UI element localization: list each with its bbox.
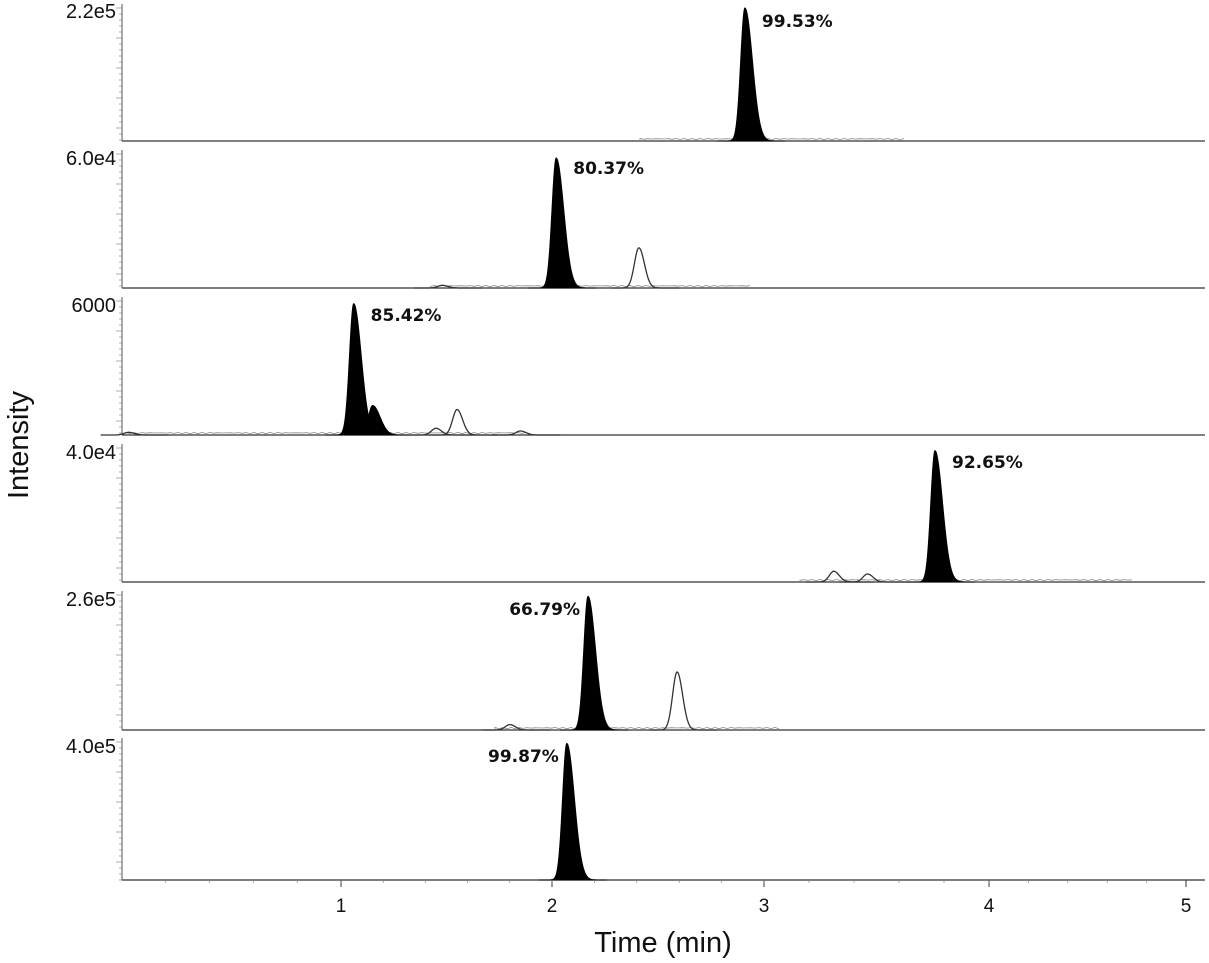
main-peak (528, 157, 597, 289)
y-max-label: 2.6e5 (66, 589, 116, 611)
panel-1: 2.2e5 99.53% (66, 1, 1205, 142)
impurity-peak (407, 427, 476, 436)
baseline-noise (494, 726, 780, 730)
y-max-label: 6.0e4 (66, 148, 116, 170)
baseline-noise (429, 284, 751, 288)
impurity-peak (805, 570, 874, 583)
x-tick-label: 5 (1181, 896, 1192, 917)
impurity-peak (100, 431, 169, 436)
impurity-peak (429, 408, 498, 436)
purity-annotation: 99.53% (762, 12, 833, 32)
x-tick-label: 3 (759, 896, 770, 917)
panel-5: 2.6e5 66.79% (66, 589, 1205, 731)
y-axis-title: Intensity (3, 391, 35, 499)
panel-6: 4.0e5 99.87% (66, 736, 1205, 881)
panel-3: 6000 85.42% (72, 295, 1205, 436)
chart-panels: 2.2e5 99.53% 6.0e4 80.37% 6000 85.42% 4.0e4 92.… (66, 1, 1205, 881)
purity-annotation: 85.42% (371, 306, 442, 326)
purity-annotation: 66.79% (509, 600, 580, 620)
baseline-noise (121, 431, 531, 435)
impurity-peak (492, 430, 561, 436)
impurity-peak (414, 284, 483, 289)
main-peak (344, 404, 413, 436)
baseline-noise (639, 137, 905, 141)
purity-annotation: 80.37% (573, 159, 644, 179)
x-tick-label: 2 (547, 896, 558, 917)
impurity-peak (649, 671, 718, 731)
panel-4: 4.0e4 92.65% (66, 442, 1205, 583)
main-peak (907, 450, 975, 583)
y-max-label: 4.0e4 (66, 442, 116, 464)
purity-annotation: 99.87% (488, 747, 559, 767)
main-peak (716, 7, 785, 142)
x-tick-label: 1 (336, 896, 347, 917)
x-axis: 1 2 3 4 5 (165, 880, 1192, 917)
x-axis-title: Time (min) (594, 927, 731, 959)
impurity-peak (839, 573, 908, 583)
y-max-label: 2.2e5 (66, 1, 116, 23)
x-tick-label: 4 (984, 896, 995, 917)
y-max-label: 4.0e5 (66, 736, 116, 758)
main-peak (560, 595, 629, 731)
main-peak (538, 742, 607, 881)
purity-annotation: 92.65% (952, 453, 1023, 473)
impurity-peak (610, 247, 679, 289)
baseline-noise (799, 578, 1133, 582)
panel-2: 6.0e4 80.37% (66, 148, 1205, 289)
y-max-label: 6000 (72, 295, 117, 317)
impurity-peak (481, 723, 550, 731)
